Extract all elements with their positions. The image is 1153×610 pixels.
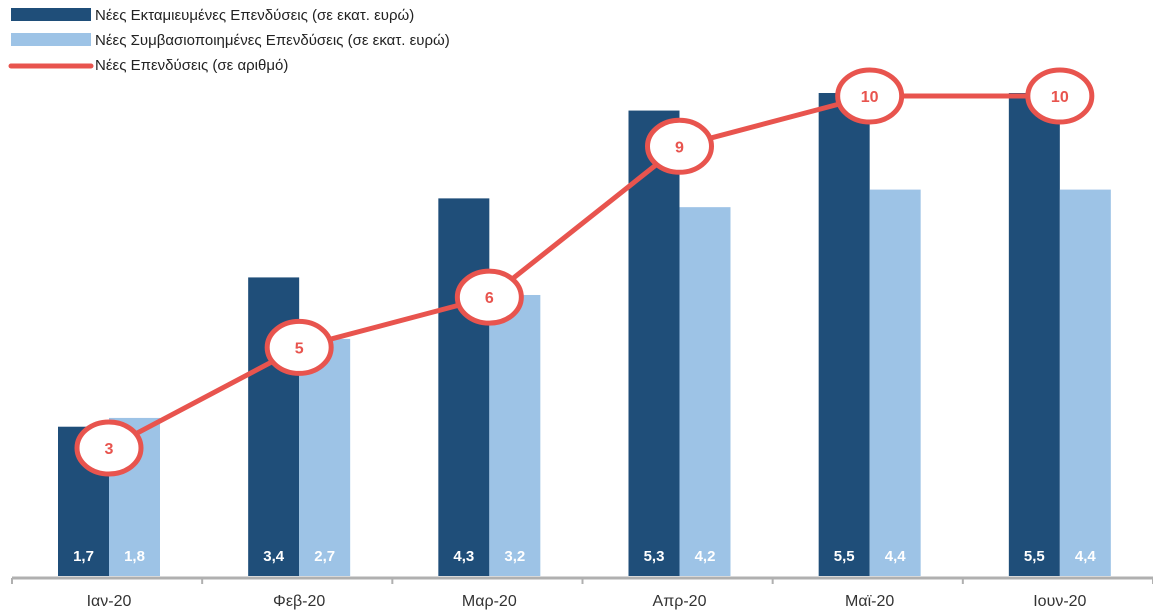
legend-label-3: Νέες Επενδύσεις (σε αριθμό) bbox=[95, 57, 288, 74]
x-tick-label-1: Ιαν-20 bbox=[87, 593, 132, 610]
bar-label-s2-1: 1,8 bbox=[124, 548, 145, 565]
line-marker-2 bbox=[264, 318, 334, 376]
bar-label-s1-3: 4,3 bbox=[453, 548, 474, 565]
bar-label-s1-6: 5,5 bbox=[1024, 548, 1045, 565]
legend-swatch-2 bbox=[11, 33, 91, 46]
bar-layer: 1,7 1,8 3,4 2,7 4,3 3,2 5,3 4,2 5,5 4,4 5,5 4,4 bbox=[58, 93, 1111, 577]
x-tick-label-3: Μαρ-20 bbox=[462, 593, 517, 610]
line-marker-label-1: 3 bbox=[105, 441, 114, 458]
line-markers: 3 5 6 9 10 10 bbox=[74, 67, 1095, 477]
line-marker-label-6: 10 bbox=[1051, 89, 1069, 106]
line-marker-label-4: 9 bbox=[675, 139, 684, 156]
line-marker-3 bbox=[454, 268, 524, 326]
line-marker-1 bbox=[74, 419, 144, 477]
bar-label-s1-4: 5,3 bbox=[644, 548, 665, 565]
bar-s2-3 bbox=[489, 294, 541, 576]
line-marker-label-3: 6 bbox=[485, 290, 494, 307]
x-tick-label-2: Φεβ-20 bbox=[273, 593, 325, 610]
x-axis-ticks: Ιαν-20 Φεβ-20 Μαρ-20 Απρ-20 Μαϊ-20 Ιουν-20 bbox=[11, 578, 1153, 610]
bar-s1-4 bbox=[628, 110, 680, 577]
line-marker-label-5: 10 bbox=[861, 89, 879, 106]
bar-s2-5 bbox=[869, 189, 921, 576]
bar-s2-6 bbox=[1059, 189, 1111, 576]
line-marker-6 bbox=[1025, 67, 1095, 125]
bar-label-s2-4: 4,2 bbox=[695, 548, 716, 565]
line-marker-5 bbox=[835, 67, 905, 125]
bar-label-s1-2: 3,4 bbox=[263, 548, 285, 565]
bar-s1-6 bbox=[1008, 93, 1060, 576]
x-tick-label-5: Μαϊ-20 bbox=[845, 593, 894, 610]
legend-label-1: Νέες Εκταμιευμένες Επενδύσεις (σε εκατ. … bbox=[95, 7, 414, 24]
line-marker-label-2: 5 bbox=[295, 340, 304, 357]
bar-s2-4 bbox=[679, 207, 731, 576]
bar-s1-3 bbox=[438, 198, 490, 576]
legend-swatch-1 bbox=[11, 8, 91, 21]
legend-label-2: Νέες Συμβασιοποιημένες Επενδύσεις (σε εκ… bbox=[95, 32, 450, 49]
bar-label-s1-5: 5,5 bbox=[834, 548, 855, 565]
bar-label-s1-1: 1,7 bbox=[73, 548, 94, 565]
bar-s2-2 bbox=[299, 338, 351, 576]
chart-legend: Νέες Εκταμιευμένες Επενδύσεις (σε εκατ. … bbox=[8, 7, 450, 74]
x-tick-label-6: Ιουν-20 bbox=[1033, 593, 1086, 610]
bar-s1-5 bbox=[818, 93, 870, 576]
x-tick-label-4: Απρ-20 bbox=[653, 593, 707, 610]
bar-label-s2-2: 2,7 bbox=[314, 548, 335, 565]
bar-label-s2-5: 4,4 bbox=[885, 548, 907, 565]
bar-label-s2-3: 3,2 bbox=[504, 548, 525, 565]
line-marker-4 bbox=[645, 117, 714, 175]
bar-label-s2-6: 4,4 bbox=[1075, 548, 1097, 565]
